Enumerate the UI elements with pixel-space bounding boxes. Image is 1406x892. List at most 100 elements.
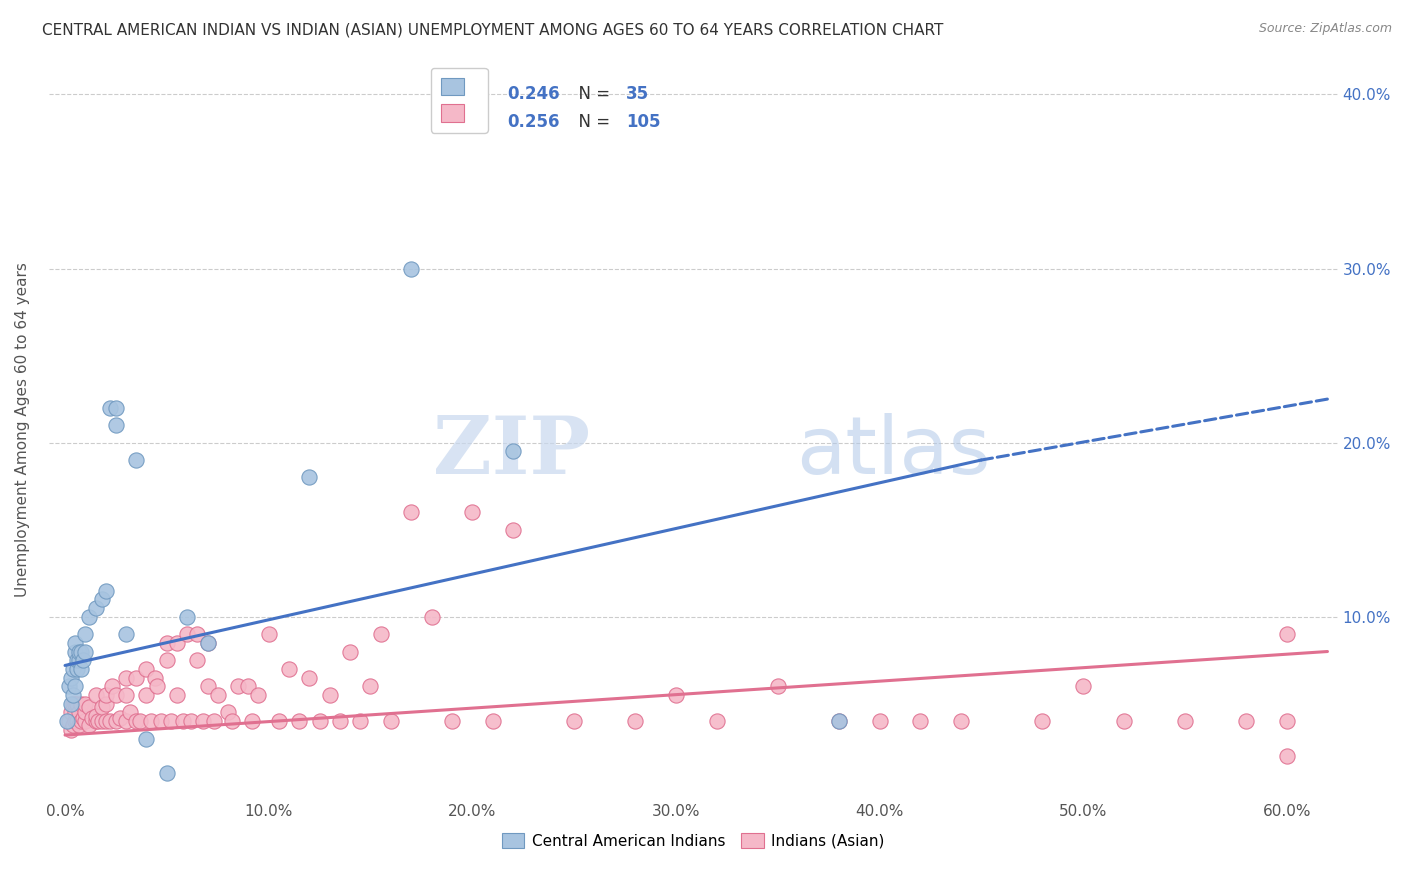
Point xyxy=(135,662,157,676)
Point xyxy=(125,453,148,467)
Point xyxy=(125,714,148,728)
Point xyxy=(70,644,93,658)
Point xyxy=(70,697,93,711)
Point xyxy=(828,714,851,728)
Point xyxy=(186,627,208,641)
Point xyxy=(143,671,166,685)
Point xyxy=(70,714,93,728)
Point xyxy=(180,714,202,728)
Text: N =: N = xyxy=(568,113,616,131)
Point xyxy=(156,766,179,780)
Text: Source: ZipAtlas.com: Source: ZipAtlas.com xyxy=(1258,22,1392,36)
Point xyxy=(370,627,392,641)
Point xyxy=(502,523,524,537)
Point xyxy=(502,444,524,458)
Point xyxy=(176,609,198,624)
Point xyxy=(79,609,101,624)
Point xyxy=(288,714,311,728)
Point xyxy=(56,714,79,728)
Point xyxy=(145,679,167,693)
Point xyxy=(197,679,219,693)
Point xyxy=(115,688,138,702)
Point xyxy=(72,711,94,725)
Point xyxy=(67,706,90,720)
Point xyxy=(240,714,263,728)
Point xyxy=(62,697,84,711)
Point xyxy=(186,653,208,667)
Text: 0.246: 0.246 xyxy=(508,86,560,103)
Point xyxy=(828,714,851,728)
Point xyxy=(339,644,361,658)
Point xyxy=(67,653,90,667)
Point xyxy=(75,714,97,728)
Point xyxy=(202,714,225,728)
Point xyxy=(79,717,101,731)
Point xyxy=(60,671,83,685)
Point xyxy=(90,714,112,728)
Point xyxy=(98,401,121,415)
Point xyxy=(440,714,463,728)
Y-axis label: Unemployment Among Ages 60 to 64 years: Unemployment Among Ages 60 to 64 years xyxy=(15,262,30,597)
Point xyxy=(135,731,157,746)
Point xyxy=(62,688,84,702)
Text: atlas: atlas xyxy=(796,413,991,491)
Point xyxy=(166,636,188,650)
Point xyxy=(156,636,179,650)
Point xyxy=(63,714,86,728)
Point xyxy=(869,714,891,728)
Point xyxy=(63,706,86,720)
Point xyxy=(104,418,127,433)
Point xyxy=(329,714,352,728)
Point xyxy=(298,671,321,685)
Point xyxy=(1234,714,1257,728)
Point xyxy=(94,714,117,728)
Point xyxy=(278,662,301,676)
Point xyxy=(120,706,142,720)
Point xyxy=(104,714,127,728)
Point xyxy=(380,714,402,728)
Point xyxy=(1275,749,1298,764)
Point xyxy=(665,688,688,702)
Point xyxy=(94,697,117,711)
Point xyxy=(90,700,112,714)
Point xyxy=(221,714,243,728)
Point xyxy=(257,627,280,641)
Point xyxy=(125,671,148,685)
Point xyxy=(67,644,90,658)
Point xyxy=(247,688,270,702)
Point xyxy=(60,723,83,737)
Point xyxy=(1275,627,1298,641)
Point xyxy=(149,714,172,728)
Point xyxy=(108,711,131,725)
Point xyxy=(176,627,198,641)
Point xyxy=(481,714,503,728)
Text: R =: R = xyxy=(458,86,495,103)
Point xyxy=(226,679,249,693)
Point xyxy=(115,627,138,641)
Point xyxy=(84,709,107,723)
Point xyxy=(135,688,157,702)
Point xyxy=(197,636,219,650)
Point xyxy=(267,714,290,728)
Text: 0.256: 0.256 xyxy=(508,113,560,131)
Point xyxy=(193,714,215,728)
Text: N =: N = xyxy=(568,86,616,103)
Point xyxy=(160,714,183,728)
Point xyxy=(156,653,179,667)
Point xyxy=(58,714,80,728)
Legend: Central American Indians, Indians (Asian): Central American Indians, Indians (Asian… xyxy=(495,827,891,855)
Point xyxy=(908,714,931,728)
Point xyxy=(238,679,260,693)
Point xyxy=(399,261,422,276)
Point xyxy=(166,688,188,702)
Point xyxy=(115,714,138,728)
Point xyxy=(66,714,89,728)
Point xyxy=(359,679,381,693)
Point xyxy=(1031,714,1053,728)
Point xyxy=(84,601,107,615)
Point xyxy=(1174,714,1197,728)
Point xyxy=(217,706,239,720)
Point xyxy=(139,714,162,728)
Point xyxy=(84,688,107,702)
Point xyxy=(94,583,117,598)
